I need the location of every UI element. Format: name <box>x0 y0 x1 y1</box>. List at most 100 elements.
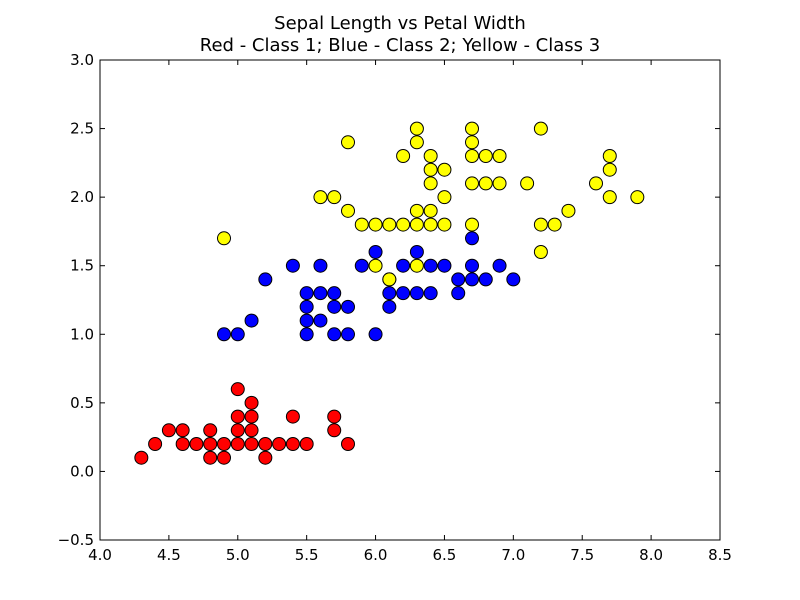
data-point-class-3 <box>368 217 383 232</box>
data-point-class-1 <box>244 395 259 410</box>
data-point-class-2 <box>492 258 507 273</box>
data-point-class-3 <box>437 162 452 177</box>
data-point-class-2 <box>313 258 328 273</box>
data-point-class-3 <box>382 217 397 232</box>
data-point-class-2 <box>341 327 355 342</box>
data-point-class-2 <box>465 258 479 273</box>
chart-title: Sepal Length vs Petal Width <box>274 13 526 34</box>
data-point-class-1 <box>217 437 231 451</box>
data-point-class-2 <box>382 286 397 301</box>
data-point-class-3 <box>437 217 452 232</box>
data-point-class-1 <box>230 437 245 451</box>
data-point-class-2 <box>313 313 328 328</box>
chart-subtitle: Red - Class 1; Blue - Class 2; Yellow - … <box>199 35 601 56</box>
data-point-class-2 <box>354 258 369 273</box>
data-point-class-2 <box>465 231 479 246</box>
data-point-class-3 <box>313 190 328 205</box>
data-point-class-2 <box>341 299 355 314</box>
x-tick-label: 7.0 <box>501 546 525 564</box>
data-point-class-3 <box>423 149 438 163</box>
data-point-class-3 <box>423 162 438 177</box>
data-point-class-2 <box>299 299 314 314</box>
data-point-class-3 <box>368 258 383 273</box>
data-point-class-3 <box>602 149 617 163</box>
data-point-class-2 <box>409 245 424 259</box>
data-point-class-2 <box>244 313 259 328</box>
data-point-class-2 <box>506 272 521 287</box>
data-point-class-2 <box>217 327 231 342</box>
x-tick-label: 4.0 <box>88 546 112 564</box>
data-point-class-3 <box>561 203 576 218</box>
data-point-class-3 <box>423 217 438 232</box>
data-point-class-3 <box>396 217 411 232</box>
x-tick-label: 8.5 <box>708 546 732 564</box>
data-point-class-2 <box>465 272 479 287</box>
data-point-class-2 <box>258 272 273 287</box>
y-tick-label: 2.0 <box>70 188 94 206</box>
data-point-class-3 <box>437 190 452 205</box>
x-tick-label: 4.5 <box>157 546 181 564</box>
data-point-class-3 <box>465 121 479 136</box>
data-point-class-1 <box>217 450 231 465</box>
data-point-class-3 <box>533 121 548 136</box>
x-tick-label: 8.0 <box>639 546 663 564</box>
data-point-class-2 <box>396 286 411 301</box>
data-point-class-1 <box>203 423 218 438</box>
data-point-class-1 <box>203 437 218 451</box>
data-point-class-1 <box>272 437 287 451</box>
x-tick-label: 6.5 <box>433 546 457 564</box>
data-point-class-3 <box>354 217 369 232</box>
y-tick-label: 1.5 <box>70 257 94 275</box>
data-point-class-1 <box>299 437 314 451</box>
data-point-class-3 <box>217 231 231 246</box>
data-point-class-2 <box>327 299 342 314</box>
data-point-class-1 <box>285 437 300 451</box>
data-point-class-3 <box>492 176 507 191</box>
data-point-class-2 <box>313 286 328 301</box>
y-tick-label: 0.5 <box>70 394 94 412</box>
data-point-class-1 <box>244 423 259 438</box>
plot-frame <box>99 59 721 541</box>
data-point-class-3 <box>589 176 603 191</box>
data-point-class-2 <box>423 286 438 301</box>
y-tick-label: −0.5 <box>58 531 94 549</box>
data-point-class-3 <box>533 217 548 232</box>
data-point-class-2 <box>478 272 493 287</box>
data-point-class-3 <box>409 121 424 136</box>
data-point-class-1 <box>230 409 245 424</box>
data-point-class-3 <box>520 176 535 191</box>
data-point-class-2 <box>299 286 314 301</box>
data-point-class-1 <box>189 437 204 451</box>
data-point-class-1 <box>230 382 245 397</box>
data-point-class-3 <box>465 135 479 150</box>
data-point-class-3 <box>465 176 479 191</box>
y-tick-label: 2.5 <box>70 120 94 138</box>
data-point-class-3 <box>630 190 645 205</box>
data-point-class-1 <box>258 437 273 451</box>
data-point-class-2 <box>423 258 438 273</box>
data-point-class-2 <box>230 327 245 342</box>
data-point-class-1 <box>175 423 190 438</box>
data-point-class-3 <box>465 217 479 232</box>
data-point-class-1 <box>175 437 190 451</box>
y-tick-label: 1.0 <box>70 325 94 343</box>
data-point-class-1 <box>258 450 273 465</box>
data-point-class-1 <box>341 437 355 451</box>
data-point-class-1 <box>230 423 245 438</box>
data-point-class-2 <box>299 327 314 342</box>
data-point-class-1 <box>134 450 149 465</box>
data-point-class-1 <box>285 409 300 424</box>
data-point-class-3 <box>478 176 493 191</box>
data-point-class-3 <box>396 149 411 163</box>
data-point-class-3 <box>409 135 424 150</box>
y-tick-label: 3.0 <box>70 51 94 69</box>
data-point-class-1 <box>203 450 218 465</box>
data-point-class-2 <box>368 327 383 342</box>
data-point-class-2 <box>382 299 397 314</box>
y-tick-label: 0.0 <box>70 462 94 480</box>
data-point-class-3 <box>547 217 562 232</box>
data-point-class-3 <box>602 190 617 205</box>
x-tick-label: 5.5 <box>295 546 319 564</box>
